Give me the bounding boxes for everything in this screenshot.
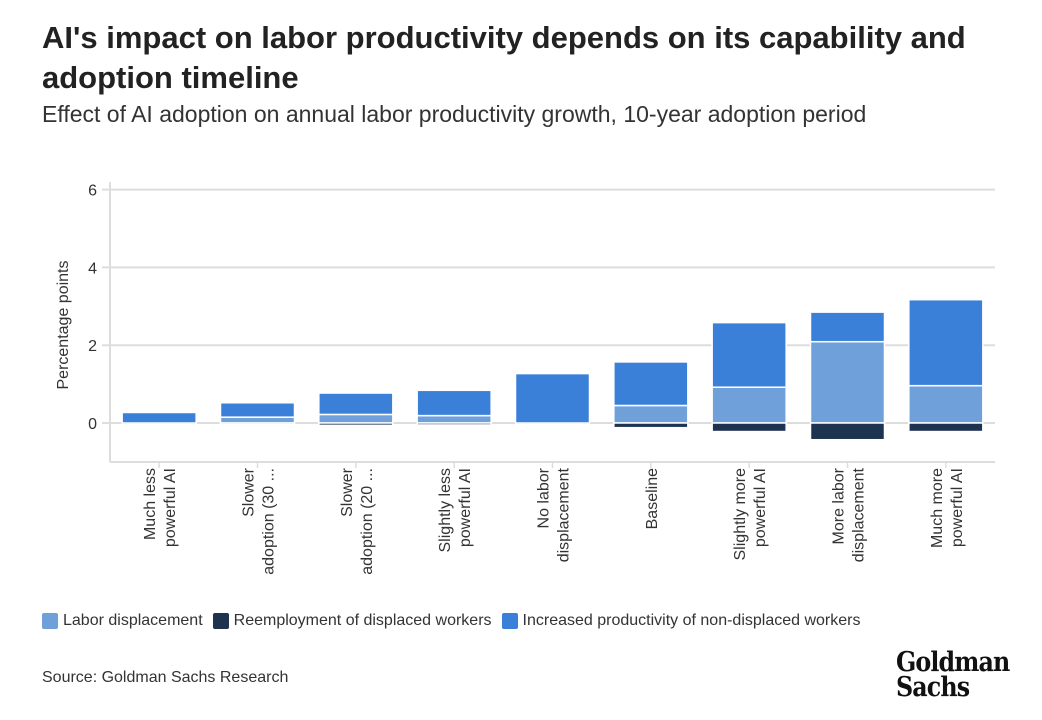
- bar-segment: [711, 321, 787, 388]
- legend-label: Reemployment of displaced workers: [233, 612, 492, 629]
- legend-label: Increased productivity of non-displaced …: [522, 612, 861, 629]
- x-tick-label: powerful AI: [949, 468, 966, 547]
- chart-title: AI's impact on labor productivity depend…: [42, 20, 966, 95]
- x-tick-label: Slower: [241, 467, 258, 517]
- bar-segment: [416, 414, 492, 424]
- bar-segment: [908, 422, 984, 433]
- x-tick-label: Slightly less: [437, 468, 454, 552]
- x-tick-label: Slower: [339, 467, 356, 517]
- x-tick-label: More labor: [831, 467, 848, 544]
- bar-segment: [121, 411, 197, 424]
- bar-segment: [318, 392, 394, 416]
- x-tick-label: Baseline: [644, 468, 661, 529]
- bar-segment: [613, 404, 689, 424]
- goldman-sachs-logo: Goldman Sachs: [896, 647, 1010, 703]
- bar-segment: [809, 311, 886, 343]
- source-note: Source: Goldman Sachs Research: [42, 669, 289, 686]
- bar-segment: [613, 422, 689, 429]
- x-tick-label: Slightly more: [732, 468, 749, 561]
- x-tick-label: adoption (20 ...: [359, 468, 376, 575]
- bar-segment: [219, 416, 296, 424]
- y-tick-label: 0: [88, 416, 97, 433]
- bar-segment: [809, 422, 886, 441]
- bar-segment: [711, 422, 787, 433]
- bar-segment: [219, 422, 296, 426]
- x-tick-label: powerful AI: [752, 468, 769, 547]
- x-tick-label: Much less: [142, 468, 159, 540]
- legend-item: Increased productivity of non-displaced …: [501, 612, 861, 630]
- legend-swatch: [212, 613, 229, 629]
- x-tick-label: No labor: [536, 467, 553, 528]
- bar-segment: [318, 422, 394, 427]
- bar-segment: [908, 298, 984, 387]
- bar-segment: [318, 413, 394, 424]
- y-tick-label: 4: [88, 260, 97, 277]
- x-tick-label: powerful AI: [162, 468, 179, 547]
- x-tick-label: displacement: [556, 467, 573, 562]
- bar-segment: [416, 389, 492, 417]
- bar-segment: [908, 384, 984, 424]
- bar-segment: [514, 372, 591, 424]
- bar-segment: [809, 340, 886, 424]
- x-tick-label: powerful AI: [457, 468, 474, 547]
- x-tick-label: displacement: [851, 467, 868, 562]
- legend-item: Labor displacement: [42, 612, 203, 630]
- bar-segment: [219, 402, 296, 418]
- y-tick-label: 6: [88, 183, 97, 200]
- bar-segment: [416, 422, 492, 426]
- legend-item: Reemployment of displaced workers: [212, 612, 492, 630]
- legend: Labor displacement Reemployment of displa…: [42, 612, 860, 630]
- y-tick-label: 2: [88, 338, 97, 355]
- legend-label: Labor displacement: [63, 612, 203, 629]
- x-tick-label: adoption (30 ...: [261, 468, 278, 575]
- legend-swatch: [42, 613, 58, 629]
- legend-swatch: [501, 613, 518, 629]
- y-axis-label: Percentage points: [55, 261, 72, 390]
- bar-segment: [613, 361, 689, 407]
- x-tick-label: Much more: [929, 468, 946, 548]
- bar-segment: [711, 386, 787, 424]
- chart-subtitle: Effect of AI adoption on annual labor pr…: [42, 101, 867, 127]
